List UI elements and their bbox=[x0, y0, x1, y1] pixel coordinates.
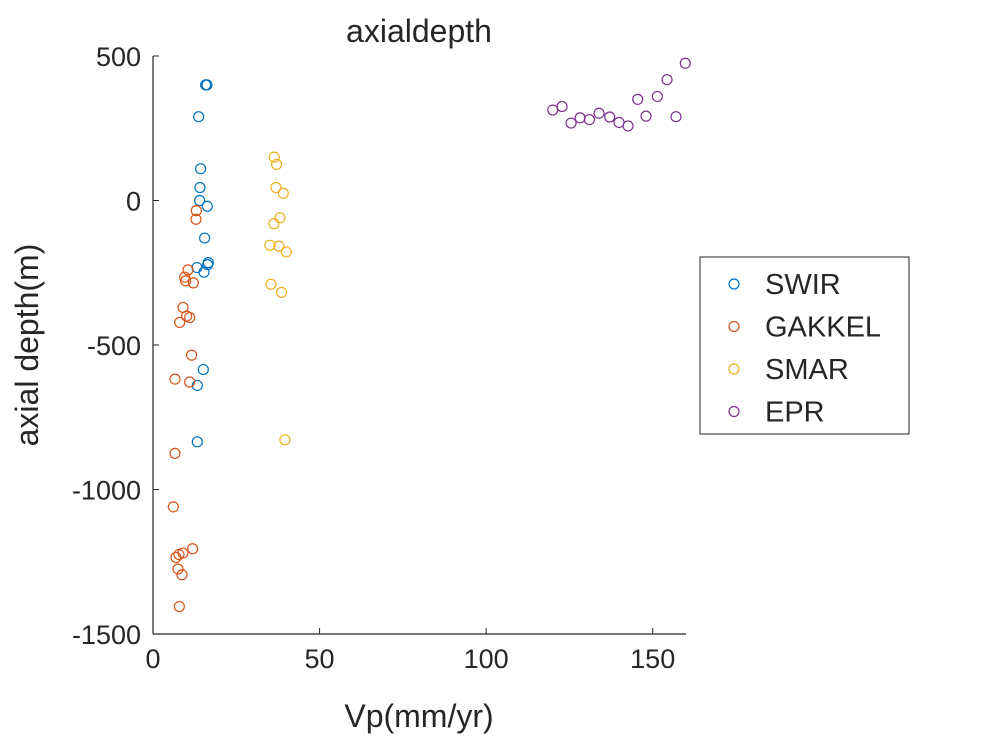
data-point bbox=[280, 246, 292, 258]
data-point bbox=[190, 213, 202, 225]
data-point bbox=[191, 436, 203, 448]
y-axis-label: axial depth(m) bbox=[9, 244, 45, 447]
data-point bbox=[169, 447, 181, 459]
data-point bbox=[275, 286, 288, 299]
data-point bbox=[268, 151, 280, 163]
data-point bbox=[604, 111, 616, 123]
data-point bbox=[194, 194, 206, 207]
data-point bbox=[201, 79, 213, 91]
data-point bbox=[279, 434, 291, 446]
data-point bbox=[174, 316, 186, 329]
data-point bbox=[167, 501, 179, 513]
y-axis-ticks: 500 0 -500 -1000 -1500 bbox=[72, 42, 159, 650]
y-tick-label: 0 bbox=[126, 187, 141, 217]
data-point bbox=[679, 57, 691, 69]
data-point bbox=[264, 239, 276, 251]
data-point bbox=[265, 278, 277, 290]
data-point bbox=[270, 181, 282, 194]
data-point bbox=[191, 379, 203, 392]
series-smar bbox=[264, 151, 292, 446]
data-point bbox=[547, 104, 559, 116]
data-point bbox=[198, 266, 210, 278]
legend: SWIR GAKKEL SMAR EPR bbox=[699, 256, 910, 435]
data-point bbox=[187, 543, 199, 555]
data-point bbox=[201, 200, 213, 212]
data-point bbox=[187, 277, 199, 289]
legend-label: SMAR bbox=[765, 354, 849, 386]
data-point bbox=[194, 181, 206, 194]
data-point bbox=[565, 117, 577, 129]
data-point bbox=[574, 112, 586, 124]
y-tick-label: -1000 bbox=[72, 476, 141, 506]
data-point bbox=[172, 563, 184, 575]
data-point bbox=[184, 311, 196, 324]
data-point bbox=[274, 212, 286, 224]
data-point bbox=[593, 107, 605, 119]
y-tick-label: -1500 bbox=[72, 620, 141, 650]
data-point bbox=[191, 261, 203, 274]
data-point bbox=[632, 93, 644, 105]
legend-label: SWIR bbox=[765, 269, 841, 301]
data-point bbox=[270, 158, 283, 170]
data-point bbox=[176, 569, 188, 581]
legend-label: EPR bbox=[765, 397, 825, 429]
plot-area: 0 50 100 150 500 0 -500 -1000 -1500 bbox=[72, 42, 691, 674]
data-point bbox=[268, 218, 280, 230]
series-swir bbox=[191, 79, 214, 448]
data-point bbox=[273, 240, 285, 252]
x-tick-label: 50 bbox=[305, 644, 335, 674]
x-axis-label: Vp(mm/yr) bbox=[344, 698, 493, 734]
legend-marker bbox=[728, 363, 740, 375]
x-tick-label: 0 bbox=[145, 644, 160, 674]
data-point bbox=[173, 600, 185, 613]
data-point bbox=[670, 111, 682, 123]
data-point bbox=[193, 111, 205, 123]
data-point bbox=[180, 275, 192, 287]
data-point bbox=[197, 363, 209, 376]
data-point bbox=[556, 100, 568, 113]
data-point bbox=[182, 264, 194, 276]
y-tick-label: -500 bbox=[87, 331, 141, 361]
data-point bbox=[651, 90, 663, 103]
legend-marker bbox=[728, 320, 740, 333]
data-point bbox=[186, 349, 198, 361]
chart-title: axialdepth bbox=[346, 13, 492, 49]
data-point bbox=[199, 232, 211, 244]
x-axis-ticks: 0 50 100 150 bbox=[145, 628, 675, 674]
data-point bbox=[190, 205, 202, 217]
data-point bbox=[583, 113, 595, 126]
data-point bbox=[184, 376, 196, 388]
data-point bbox=[661, 74, 673, 86]
series-gakkel bbox=[167, 205, 202, 613]
legend-marker bbox=[728, 278, 740, 290]
data-point bbox=[173, 548, 185, 561]
data-point bbox=[622, 120, 634, 132]
data-point bbox=[640, 110, 652, 122]
y-tick-label: 500 bbox=[96, 42, 141, 72]
data-point bbox=[169, 373, 181, 385]
legend-label: GAKKEL bbox=[765, 312, 881, 344]
data-markers bbox=[167, 57, 691, 613]
x-tick-label: 100 bbox=[464, 644, 509, 674]
series-epr bbox=[547, 57, 691, 132]
legend-box bbox=[699, 256, 910, 435]
data-point bbox=[195, 163, 207, 175]
data-point bbox=[170, 551, 182, 564]
data-point bbox=[277, 187, 289, 199]
legend-marker bbox=[728, 405, 740, 418]
x-tick-label: 150 bbox=[630, 644, 675, 674]
